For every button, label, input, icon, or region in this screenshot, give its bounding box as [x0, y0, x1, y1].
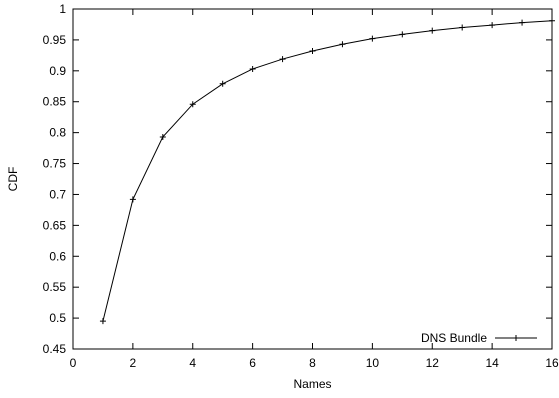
data-point	[429, 27, 436, 34]
data-point	[519, 19, 526, 26]
y-tick-label: 0.7	[49, 187, 66, 201]
y-tick-label: 0.8	[49, 126, 66, 140]
y-tick-label: 0.55	[43, 280, 67, 294]
y-axis-ticks: 0.45 0.5 0.55 0.6 0.65 0.7 0.75 0.8 0.85 0.9 0.95 1	[43, 2, 552, 356]
x-axis-ticks: 0 2 4 6 8 10 12 14 16	[70, 9, 559, 370]
y-tick-label: 0.9	[49, 64, 66, 78]
y-tick-label: 0.85	[43, 95, 67, 109]
y-tick-label: 0.5	[49, 311, 66, 325]
data-point	[189, 101, 196, 108]
data-point	[249, 65, 256, 72]
x-tick-label: 10	[366, 356, 380, 370]
x-tick-label: 6	[249, 356, 256, 370]
y-tick-label: 0.95	[43, 33, 67, 47]
x-tick-label: 4	[189, 356, 196, 370]
x-tick-label: 2	[130, 356, 137, 370]
data-point	[99, 318, 106, 325]
data-point	[309, 48, 316, 55]
x-tick-label: 14	[485, 356, 499, 370]
y-axis-title: CDF	[6, 167, 20, 192]
y-tick-label: 0.45	[43, 342, 67, 356]
x-tick-label: 16	[545, 356, 559, 370]
series-line	[102, 20, 553, 322]
data-point	[459, 24, 466, 31]
x-axis-title: Names	[293, 377, 331, 391]
x-tick-label: 8	[309, 356, 316, 370]
data-point	[489, 22, 496, 29]
data-point	[339, 41, 346, 48]
x-tick-label: 12	[426, 356, 440, 370]
plot-frame	[72, 8, 553, 350]
data-point	[279, 56, 286, 63]
y-tick-label: 1	[59, 2, 66, 16]
data-point	[399, 31, 406, 38]
legend: DNS Bundle	[421, 331, 537, 345]
legend-marker	[513, 335, 519, 341]
y-tick-label: 0.6	[49, 249, 66, 263]
data-point	[219, 80, 226, 87]
y-tick-label: 0.75	[43, 157, 67, 171]
legend-label: DNS Bundle	[421, 331, 487, 345]
y-tick-label: 0.65	[43, 218, 67, 232]
series-layer	[99, 17, 555, 325]
data-point	[129, 196, 136, 203]
data-point	[369, 35, 376, 42]
x-tick-label: 0	[70, 356, 77, 370]
data-point	[159, 133, 166, 140]
